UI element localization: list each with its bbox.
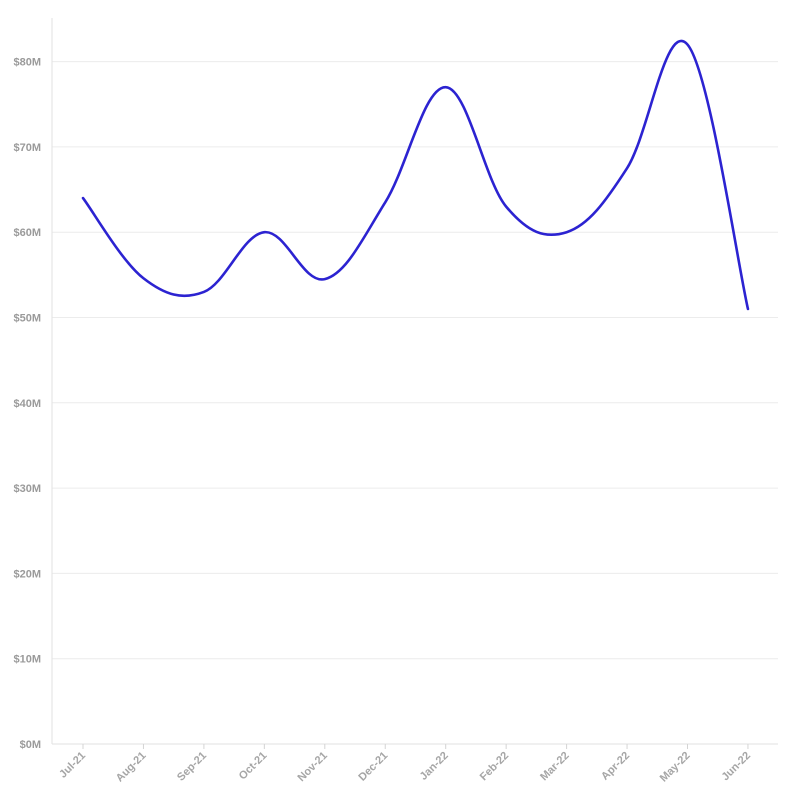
x-axis-tick-labels: Jul-21 Aug-21 Sep-21 Oct-21 Nov-21 Dec-21 Jan-… bbox=[57, 750, 753, 785]
data-point[interactable] bbox=[201, 289, 207, 295]
grid-lines bbox=[52, 61, 778, 660]
y-tick-label: $60M bbox=[13, 227, 41, 239]
data-point[interactable] bbox=[140, 275, 146, 281]
data-point[interactable] bbox=[503, 204, 509, 210]
y-tick-label: $50M bbox=[13, 313, 41, 325]
data-point[interactable] bbox=[745, 306, 751, 312]
y-tick-label: $40M bbox=[13, 398, 41, 410]
y-tick-label: $30M bbox=[13, 483, 41, 495]
x-tick-label: Oct-21 bbox=[237, 750, 270, 783]
data-point[interactable] bbox=[322, 276, 328, 282]
axes bbox=[51, 18, 778, 749]
x-tick-label: Feb-22 bbox=[478, 750, 512, 784]
data-point[interactable] bbox=[382, 199, 388, 205]
y-tick-label: $0M bbox=[20, 739, 41, 751]
y-tick-label: $20M bbox=[13, 568, 41, 580]
data-point[interactable] bbox=[261, 229, 267, 235]
x-tick-label: Sep-21 bbox=[175, 750, 209, 784]
series-lines bbox=[80, 39, 751, 312]
x-tick-label: May-22 bbox=[658, 750, 693, 785]
data-point[interactable] bbox=[624, 165, 630, 171]
data-point[interactable] bbox=[443, 84, 449, 90]
x-tick-label: Mar-22 bbox=[538, 750, 572, 784]
series-line bbox=[81, 39, 750, 311]
data-point[interactable] bbox=[564, 229, 570, 235]
data-point[interactable] bbox=[80, 195, 86, 201]
x-tick-label: Apr-22 bbox=[599, 750, 632, 783]
y-tick-label: $80M bbox=[13, 57, 41, 69]
x-tick-label: Jun-22 bbox=[720, 750, 754, 784]
x-tick-label: Dec-21 bbox=[356, 750, 390, 784]
x-tick-label: Nov-21 bbox=[295, 750, 329, 784]
data-point[interactable] bbox=[685, 42, 691, 48]
x-tick-label: Jan-22 bbox=[418, 750, 451, 783]
x-tick-label: Jul-21 bbox=[57, 750, 88, 781]
y-axis-tick-labels: $0M $10M $20M $30M $40M $50M $60M $70M $80M bbox=[13, 57, 41, 751]
x-tick-label: Aug-21 bbox=[114, 750, 149, 785]
y-tick-label: $70M bbox=[13, 142, 41, 154]
y-tick-label: $10M bbox=[13, 654, 41, 666]
